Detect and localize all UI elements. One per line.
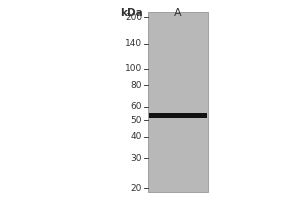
Text: 60: 60 bbox=[130, 102, 142, 111]
Text: 40: 40 bbox=[130, 132, 142, 141]
Text: 140: 140 bbox=[125, 39, 142, 48]
Bar bbox=[149, 113, 207, 118]
Text: 30: 30 bbox=[130, 154, 142, 163]
Text: A: A bbox=[174, 8, 182, 18]
Text: 200: 200 bbox=[125, 13, 142, 22]
Text: 50: 50 bbox=[130, 116, 142, 125]
Text: kDa: kDa bbox=[120, 8, 143, 18]
Text: 100: 100 bbox=[125, 64, 142, 73]
Bar bbox=[148, 12, 208, 192]
Text: 80: 80 bbox=[130, 81, 142, 90]
Text: 20: 20 bbox=[130, 184, 142, 193]
